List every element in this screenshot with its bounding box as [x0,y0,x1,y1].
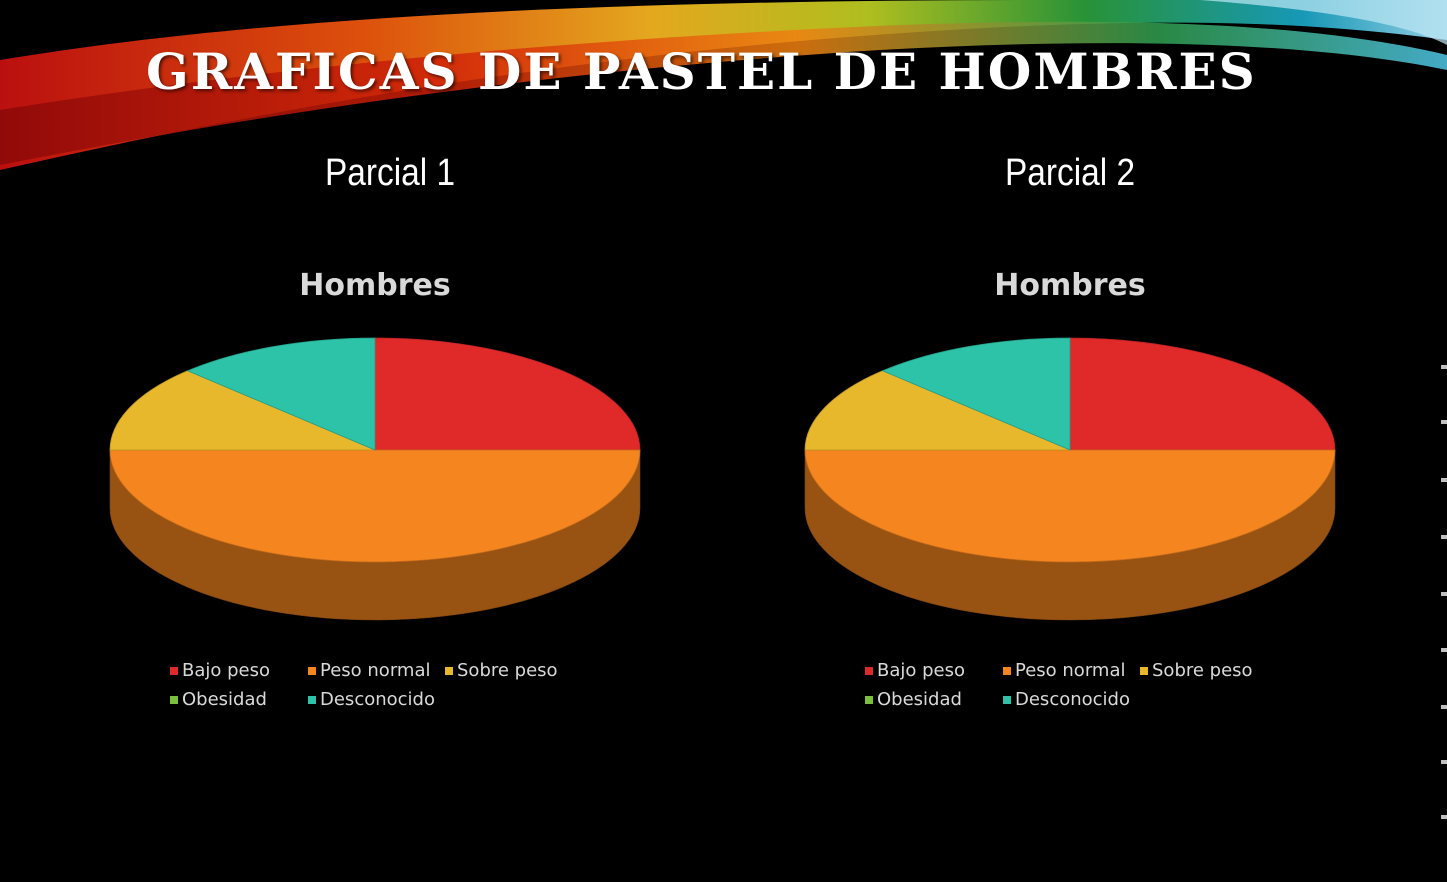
legend-swatch-bajo-peso [170,667,178,675]
edge-mark [1441,705,1447,709]
pie-slice-bajo-peso [1069,337,1336,451]
pie-slice-sobre-peso [804,370,1071,451]
slide-title: GRAFICAS DE PASTEL DE HOMBRES [146,42,1257,101]
chart-title: Hombres [299,268,450,303]
edge-mark [1441,648,1447,652]
panel-label-2: Parcial 2 [1004,152,1136,194]
legend-label-peso-normal: Peso normal [320,660,430,681]
decorative-banner [0,0,1447,170]
legend-swatch-peso-normal [308,667,316,675]
legend-label-sobre-peso: Sobre peso [1152,660,1253,681]
edge-mark [1441,535,1447,539]
pie-chart-parcial-2: Hombres Bajo peso Peso normal Sobre peso Obe… [804,268,1336,710]
legend-label-bajo-peso: Bajo peso [182,660,270,681]
legend-label-sobre-peso: Sobre peso [457,660,558,681]
legend-label-obesidad: Obesidad [182,689,267,710]
legend-swatch-sobre-peso [445,667,453,675]
pie-slice-peso-normal [109,449,641,563]
edge-mark [1441,760,1447,764]
edge-mark [1441,592,1447,596]
legend-swatch-desconocido [1003,696,1011,704]
legend-swatch-peso-normal [1003,667,1011,675]
legend-swatch-desconocido [308,696,316,704]
panel-label-1: Parcial 1 [324,152,456,194]
edge-mark [1441,478,1447,482]
pie-slice-peso-normal [804,449,1336,563]
chart-title: Hombres [994,268,1145,303]
pie-slice-desconocido [186,337,376,451]
legend-label-desconocido: Desconocido [320,689,435,710]
pie-slice-desconocido [881,337,1071,451]
legend-swatch-obesidad [170,696,178,704]
legend-label-desconocido: Desconocido [1015,689,1130,710]
legend-label-bajo-peso: Bajo peso [877,660,965,681]
legend-swatch-sobre-peso [1140,667,1148,675]
edge-mark [1441,365,1447,369]
pie-chart-parcial-1: Hombres Bajo peso Peso normal Sobre peso Obe… [109,268,641,710]
legend-label-peso-normal: Peso normal [1015,660,1125,681]
legend-label-obesidad: Obesidad [877,689,962,710]
legend-swatch-obesidad [865,696,873,704]
legend-swatch-bajo-peso [865,667,873,675]
pie-slice-bajo-peso [374,337,641,451]
edge-mark [1441,420,1447,424]
pie-slice-sobre-peso [109,370,376,451]
edge-mark [1441,815,1447,819]
